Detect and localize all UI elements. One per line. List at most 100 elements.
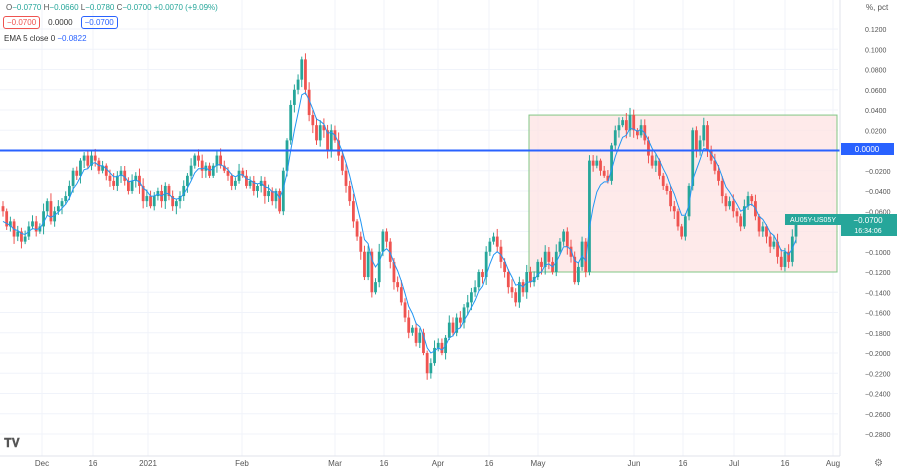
candle[interactable]	[20, 231, 23, 242]
candle[interactable]	[366, 251, 370, 278]
candle[interactable]	[628, 115, 632, 131]
candle[interactable]	[717, 170, 720, 181]
candle[interactable]	[274, 191, 278, 202]
candle[interactable]	[326, 130, 329, 151]
candle[interactable]	[64, 196, 68, 202]
candle[interactable]	[458, 317, 462, 323]
candle[interactable]	[256, 185, 259, 191]
candle[interactable]	[67, 185, 71, 197]
candle[interactable]	[495, 236, 499, 247]
candle[interactable]	[414, 327, 418, 343]
candle[interactable]	[658, 160, 661, 176]
candle[interactable]	[772, 241, 776, 247]
candle[interactable]	[558, 241, 562, 252]
candle[interactable]	[53, 211, 57, 222]
candle[interactable]	[547, 251, 551, 262]
candle[interactable]	[219, 155, 223, 166]
candle[interactable]	[45, 201, 49, 212]
candle[interactable]	[606, 175, 610, 181]
candle[interactable]	[691, 130, 695, 186]
candle[interactable]	[591, 160, 595, 166]
candle[interactable]	[451, 322, 455, 333]
candle[interactable]	[23, 236, 27, 242]
candle[interactable]	[241, 170, 245, 176]
candle[interactable]	[731, 201, 735, 212]
candle[interactable]	[621, 120, 625, 126]
candle[interactable]	[138, 175, 141, 186]
candle[interactable]	[706, 125, 709, 151]
candle[interactable]	[337, 140, 341, 156]
candle[interactable]	[669, 191, 672, 207]
candle[interactable]	[119, 170, 123, 176]
candle[interactable]	[399, 287, 403, 303]
candle[interactable]	[728, 201, 732, 207]
candle[interactable]	[167, 185, 171, 197]
candle[interactable]	[536, 261, 540, 278]
candle[interactable]	[761, 226, 765, 232]
candle[interactable]	[171, 196, 175, 207]
candle[interactable]	[351, 201, 355, 222]
candle[interactable]	[742, 206, 746, 227]
candle[interactable]	[90, 155, 93, 166]
candle[interactable]	[108, 175, 112, 181]
candle[interactable]	[425, 353, 429, 374]
candle[interactable]	[289, 104, 293, 141]
candle[interactable]	[130, 180, 134, 191]
candle[interactable]	[237, 170, 241, 181]
candle[interactable]	[315, 125, 318, 141]
candle[interactable]	[311, 115, 315, 126]
candle[interactable]	[746, 196, 750, 207]
candle[interactable]	[307, 89, 311, 116]
candle[interactable]	[189, 165, 193, 176]
candle[interactable]	[610, 145, 613, 181]
candle[interactable]	[197, 155, 200, 161]
candle[interactable]	[617, 125, 621, 131]
candle[interactable]	[735, 211, 739, 217]
candle[interactable]	[739, 216, 743, 227]
candle[interactable]	[304, 59, 307, 90]
candle[interactable]	[377, 251, 381, 283]
candle[interactable]	[709, 150, 713, 161]
candle[interactable]	[396, 282, 400, 288]
candle[interactable]	[340, 155, 344, 171]
candle[interactable]	[31, 221, 34, 227]
candle[interactable]	[455, 317, 459, 333]
gear-icon[interactable]: ⚙	[874, 458, 883, 469]
candle[interactable]	[654, 160, 658, 166]
candle[interactable]	[422, 332, 425, 353]
candle[interactable]	[429, 363, 433, 374]
candle[interactable]	[466, 302, 470, 308]
candle[interactable]	[473, 287, 477, 293]
candle[interactable]	[281, 170, 285, 212]
candle[interactable]	[569, 246, 573, 257]
candle[interactable]	[385, 231, 388, 242]
candle[interactable]	[296, 79, 300, 90]
candle[interactable]	[481, 272, 484, 278]
candle[interactable]	[698, 140, 702, 151]
candle[interactable]	[639, 125, 643, 136]
candle[interactable]	[695, 130, 698, 151]
candle[interactable]	[665, 185, 669, 191]
candle[interactable]	[562, 231, 566, 242]
candle[interactable]	[724, 196, 728, 207]
candle[interactable]	[49, 201, 53, 222]
candle[interactable]	[676, 211, 680, 227]
candle[interactable]	[374, 282, 377, 293]
candle[interactable]	[16, 231, 20, 237]
candle[interactable]	[470, 292, 473, 303]
candle[interactable]	[174, 201, 178, 207]
candle[interactable]	[540, 261, 543, 267]
candle[interactable]	[75, 170, 79, 176]
candle[interactable]	[543, 251, 547, 267]
candle[interactable]	[661, 175, 665, 186]
candle[interactable]	[647, 140, 650, 156]
candle[interactable]	[381, 231, 385, 252]
candle[interactable]	[112, 180, 116, 186]
candle[interactable]	[226, 170, 230, 176]
candle[interactable]	[230, 175, 234, 186]
candle[interactable]	[392, 261, 396, 283]
candle[interactable]	[233, 180, 237, 186]
candle[interactable]	[245, 175, 248, 186]
candle[interactable]	[263, 180, 267, 197]
candle[interactable]	[492, 236, 495, 242]
